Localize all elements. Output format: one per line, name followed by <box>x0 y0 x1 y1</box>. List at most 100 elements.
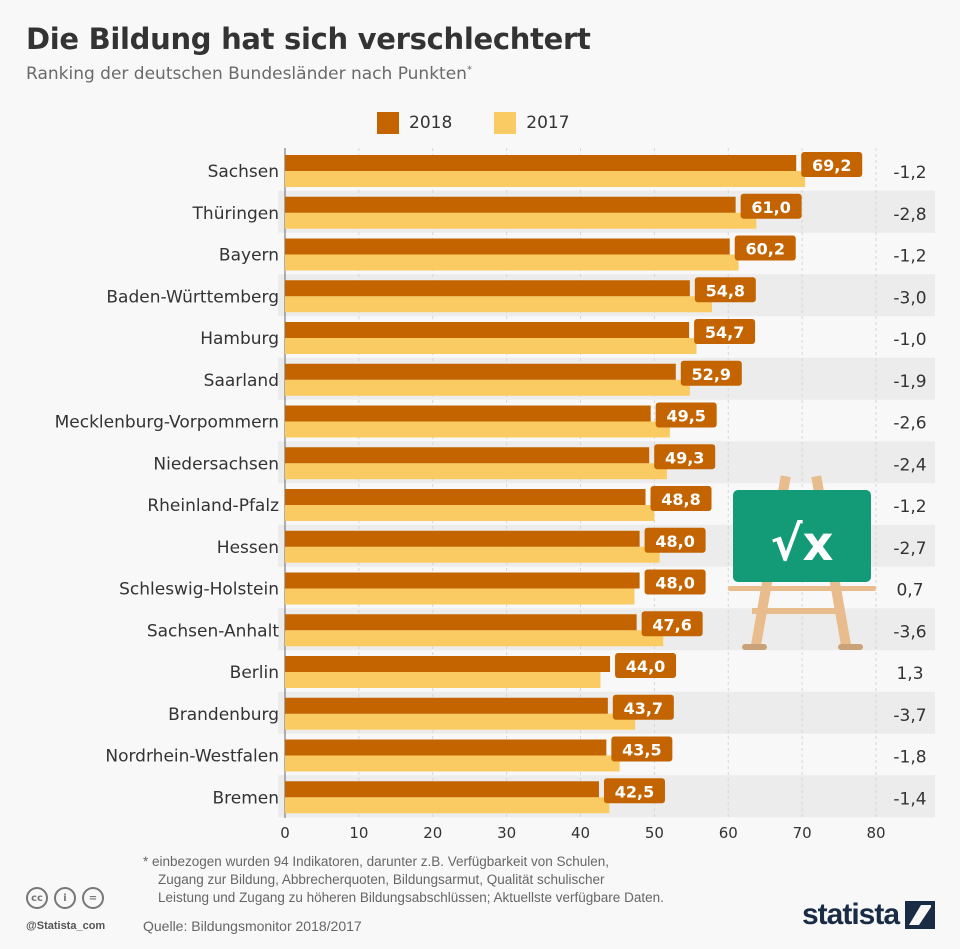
legend-swatch-2018 <box>377 112 399 134</box>
value-label-box <box>603 778 665 804</box>
change-label: -1,0 <box>893 330 926 350</box>
footnote-line: * einbezogen wurden 94 Indikatoren, daru… <box>143 854 610 869</box>
change-label: -3,7 <box>893 706 926 726</box>
footnote: * einbezogen wurden 94 Indikatoren, daru… <box>143 853 664 907</box>
bar-2018 <box>285 656 611 672</box>
category-label: Brandenburg <box>168 705 279 725</box>
value-label: 43,7 <box>624 699 663 718</box>
value-label: 43,5 <box>622 741 661 760</box>
bar-2017 <box>285 672 601 688</box>
value-label-box <box>740 193 802 219</box>
bar-2017 <box>285 379 690 396</box>
bar-2018 <box>285 739 607 756</box>
change-label: -3,0 <box>893 288 926 308</box>
category-label: Nordrhein-Westfalen <box>105 747 279 767</box>
bar-2017 <box>285 212 757 229</box>
category-label: Hessen <box>217 538 279 558</box>
category-label: Sachsen <box>208 162 279 182</box>
value-label: 61,0 <box>751 198 790 217</box>
category-label: Bremen <box>212 788 279 808</box>
category-label: Bayern <box>219 246 279 266</box>
easel-crossbar <box>752 608 842 614</box>
footnote-mark: * <box>466 64 472 76</box>
bar-2018 <box>285 489 646 505</box>
legend-item-2018: 2018 <box>377 112 452 134</box>
change-label: -2,4 <box>893 455 926 475</box>
license-icons: cc i = <box>26 887 104 909</box>
easel-foot <box>742 644 767 650</box>
x-tick-label: 60 <box>719 824 738 842</box>
value-label-box <box>655 402 717 428</box>
no-derivatives-icon: = <box>82 887 104 909</box>
change-label: -1,9 <box>893 372 926 392</box>
value-label-box <box>611 736 673 762</box>
category-label: Rheinland-Pfalz <box>147 496 279 516</box>
value-label-box <box>641 611 703 637</box>
bar-2017 <box>285 546 660 563</box>
board-text: √x <box>771 516 834 572</box>
bar-2017 <box>285 755 620 772</box>
value-label: 60,2 <box>745 240 784 259</box>
bar-2018 <box>285 530 640 547</box>
value-label-box <box>644 569 706 595</box>
bar-2018 <box>285 572 640 589</box>
bar-2017 <box>285 588 635 605</box>
bar-2017 <box>285 338 697 354</box>
change-label: -2,6 <box>893 414 926 434</box>
bar-2017 <box>285 505 655 521</box>
legend-label-2017: 2017 <box>526 113 570 133</box>
category-label: Schleswig-Holstein <box>119 580 279 600</box>
chart-title: Die Bildung hat sich verschlechtert <box>26 22 591 56</box>
category-label: Thüringen <box>192 204 279 224</box>
value-label-box <box>801 152 863 177</box>
value-label: 54,8 <box>706 281 745 300</box>
category-label: Hamburg <box>200 329 279 349</box>
value-label: 52,9 <box>692 365 731 384</box>
bar-2018 <box>285 280 690 297</box>
change-label: -1,2 <box>893 247 926 267</box>
value-label-box <box>694 277 756 303</box>
bar-2018 <box>285 405 651 422</box>
subtitle-text: Ranking der deutschen Bundesländer nach … <box>26 64 467 84</box>
bar-2017 <box>285 296 712 313</box>
cc-icon: cc <box>26 887 48 909</box>
change-label: 0,7 <box>896 581 923 601</box>
bar-2018 <box>285 155 797 171</box>
twitter-handle: @Statista_com <box>26 920 106 932</box>
statista-logo-icon <box>905 901 936 929</box>
change-label: -3,6 <box>893 622 926 642</box>
legend: 2018 2017 <box>377 112 570 134</box>
x-tick-label: 0 <box>280 824 290 842</box>
value-label: 47,6 <box>652 615 691 634</box>
x-tick-label: 40 <box>571 824 590 842</box>
bar-2018 <box>285 322 690 338</box>
footnote-line: Zugang zur Bildung, Abbrecherquoten, Bil… <box>158 872 605 887</box>
bar-2018 <box>285 614 637 631</box>
x-tick-label: 20 <box>423 824 442 842</box>
chart-subtitle: Ranking der deutschen Bundesländer nach … <box>26 64 472 84</box>
logo-text: statista <box>802 898 900 931</box>
value-label: 44,0 <box>626 657 665 676</box>
value-label: 49,3 <box>665 448 704 467</box>
value-label: 69,2 <box>812 156 851 175</box>
change-label: 1,3 <box>896 664 923 684</box>
bar-2017 <box>285 797 610 814</box>
value-label: 42,5 <box>615 782 654 801</box>
value-label-box <box>612 694 674 720</box>
change-label: -1,2 <box>893 163 926 183</box>
bar-2017 <box>285 630 664 647</box>
x-tick-label: 30 <box>497 824 516 842</box>
value-label: 48,0 <box>655 574 694 593</box>
bar-2018 <box>285 196 736 213</box>
value-label-box <box>615 653 677 678</box>
bar-2017 <box>285 254 739 271</box>
category-label: Niedersachsen <box>153 454 279 474</box>
bar-2017 <box>285 463 667 480</box>
value-label: 48,0 <box>655 532 694 551</box>
chalkboard-icon <box>733 490 871 582</box>
statista-logo[interactable]: statista <box>802 898 936 932</box>
change-label: -2,8 <box>893 205 926 225</box>
bar-2017 <box>285 713 636 730</box>
bar-2018 <box>285 447 650 464</box>
